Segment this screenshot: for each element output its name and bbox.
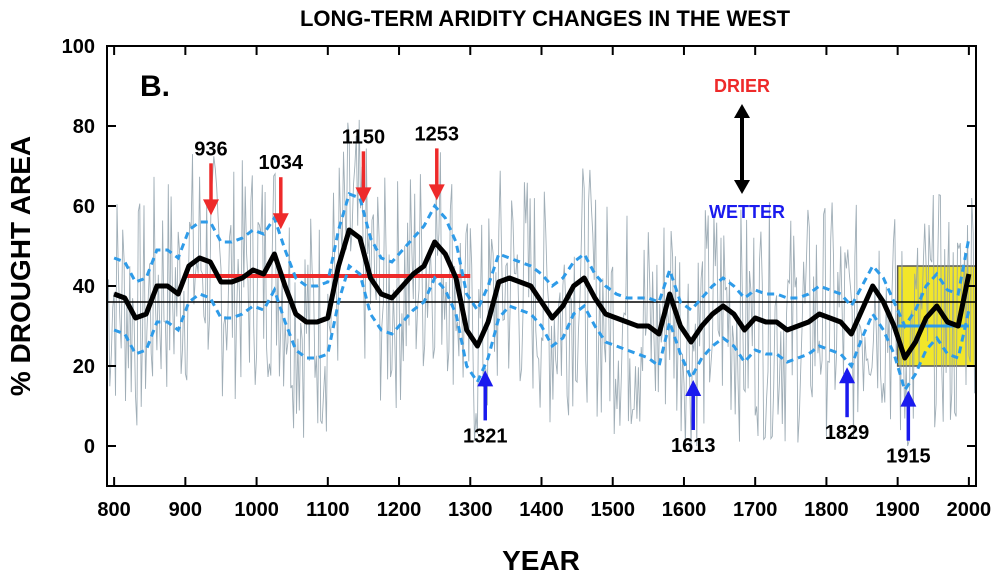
legend-double-arrow-icon [734, 104, 750, 194]
y-tick-label: 0 [84, 436, 95, 458]
x-tick-label: 1600 [662, 499, 707, 521]
drier-arrow-head [428, 184, 445, 201]
axes-layer: 800 900 1000 1100 1200 1300 1400 1500 1600 1700 18… [62, 36, 992, 521]
x-tick-label: 1300 [448, 499, 493, 521]
drier-event-label: 1253 [415, 123, 460, 145]
drier-event-label: 1034 [259, 152, 304, 174]
x-axis-label: YEAR [502, 545, 580, 575]
smoothed-series-line [113, 227, 972, 361]
drier-arrow-head [272, 213, 289, 230]
x-tick-label: 1700 [733, 499, 778, 521]
x-tick-label: 1500 [590, 499, 635, 521]
y-tick-label: 40 [73, 276, 95, 298]
legend-wetter-label: WETTER [709, 202, 785, 222]
wetter-event-label: 1829 [825, 422, 870, 444]
wetter-event-arrow [839, 367, 856, 418]
annual-series-layer [107, 119, 976, 447]
y-axis-label: % DROUGHT AREA [5, 136, 36, 396]
drier-event-arrow [272, 177, 289, 230]
drier-arrow-head [355, 187, 372, 204]
annual-series-line [107, 119, 976, 447]
event-arrows-layer: 936 1034 1150 1253 1321 1613 1829 1915 [194, 123, 930, 467]
x-tick-label: 2000 [947, 499, 992, 521]
legend-drier-label: DRIER [714, 76, 770, 96]
x-tick-label: 1800 [804, 499, 849, 521]
wetter-arrow-head [900, 390, 917, 407]
x-tick-label: 1100 [306, 499, 349, 521]
y-tick-label: 60 [73, 196, 95, 218]
chart-title: LONG-TERM ARIDITY CHANGES IN THE WEST [300, 6, 791, 31]
wetter-arrow-head [839, 367, 856, 384]
drier-event-label: 1150 [342, 126, 385, 148]
wetter-event-arrow [477, 370, 494, 421]
drier-arrow-head [202, 199, 219, 216]
wetter-event-label: 1321 [463, 425, 508, 447]
plot-area: 936 1034 1150 1253 1321 1613 1829 1915 [106, 45, 977, 487]
y-tick-label: 80 [73, 116, 95, 138]
x-tick-label: 1000 [234, 499, 279, 521]
drier-event-label: 936 [194, 138, 227, 160]
y-tick-label: 100 [62, 36, 95, 58]
x-tick-label: 1200 [377, 499, 422, 521]
series-layer [107, 192, 976, 394]
wetter-event-arrow [685, 380, 702, 430]
drier-event-arrow [202, 163, 219, 216]
lower-confidence-band [113, 263, 971, 394]
wetter-event-label: 1915 [886, 446, 931, 468]
x-tick-label: 800 [97, 499, 130, 521]
wetter-event-label: 1613 [671, 435, 716, 457]
wetter-arrow-head [685, 380, 702, 396]
wetter-event-arrow [900, 390, 917, 441]
x-tick-label: 900 [169, 499, 202, 521]
y-tick-label: 20 [73, 356, 95, 378]
drier-event-arrow [355, 151, 372, 204]
panel-label: B. [140, 70, 170, 103]
wetter-arrow-head [477, 370, 494, 387]
plot-background [107, 46, 976, 486]
upper-confidence-band [113, 192, 971, 330]
drier-event-arrow [428, 148, 445, 201]
x-tick-label: 1400 [519, 499, 564, 521]
x-tick-label: 1900 [875, 499, 920, 521]
